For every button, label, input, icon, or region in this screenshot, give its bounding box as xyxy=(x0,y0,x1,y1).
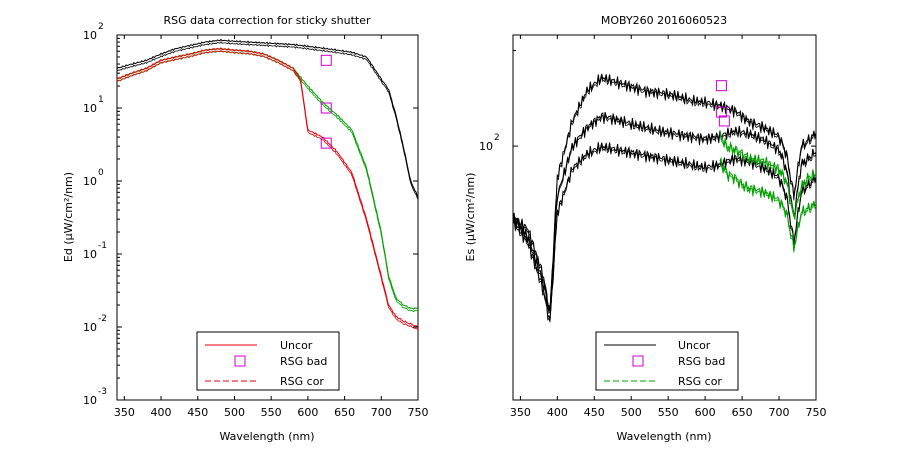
left-x-ticks: 350 400 450 500 550 600 650 700 750 xyxy=(114,35,429,419)
left-y-tick-label: 10 xyxy=(83,175,97,188)
right-x-tick-label: 600 xyxy=(695,406,716,419)
right-x-ticks: 350 400 450 500 550 600 650 700 750 xyxy=(510,35,827,419)
left-y-tick-label: 10 xyxy=(83,29,97,42)
left-chart: 350 400 450 500 550 600 650 700 750 10210110010-… xyxy=(62,14,429,443)
left-y-tick-exponent: 2 xyxy=(98,22,104,32)
right-legend-uncor-label: Uncor xyxy=(678,339,711,352)
left-markers-layer xyxy=(320,54,332,149)
right-x-tick-label: 650 xyxy=(732,406,753,419)
left-rsg-bad-marker-1 xyxy=(320,102,332,114)
left-series-layer xyxy=(117,38,418,330)
right-markers-layer xyxy=(715,80,730,127)
left-y-axis-label: Ed (µW/cm²/nm) xyxy=(62,172,75,262)
left-x-tick-label: 750 xyxy=(408,406,429,419)
left-y-tick-exponent: -2 xyxy=(98,314,107,324)
right-rsg-bad-marker-1 xyxy=(715,106,727,118)
left-y-tick-exponent: -3 xyxy=(98,387,107,397)
right-rsg-bad-marker-2 xyxy=(718,115,730,127)
left-legend-rsg-bad-label: RSG bad xyxy=(280,355,327,368)
left-rsg-bad-marker-0 xyxy=(320,54,332,66)
right-legend-rsg-bad-marker xyxy=(632,355,644,367)
right-series-layer xyxy=(513,73,816,323)
right-x-tick-label: 350 xyxy=(510,406,531,419)
left-series-line-0-pair xyxy=(117,41,418,200)
left-y-tick-label: 10 xyxy=(83,102,97,115)
left-y-tick-exponent: 0 xyxy=(98,168,104,178)
left-x-tick-label: 600 xyxy=(297,406,318,419)
right-chart-title: MOBY260 2016060523 xyxy=(601,14,727,27)
left-legend-box xyxy=(196,331,340,391)
right-x-axis-label: Wavelength (nm) xyxy=(616,430,711,443)
left-x-tick-label: 650 xyxy=(334,406,355,419)
right-x-tick-label: 500 xyxy=(621,406,642,419)
right-series-line-4-pair xyxy=(719,159,816,253)
left-y-tick-exponent: -1 xyxy=(98,241,107,251)
right-series-line-0-pair xyxy=(513,76,816,313)
right-series-line-2-pair xyxy=(513,144,816,323)
left-x-tick-label: 400 xyxy=(151,406,172,419)
right-y-axis-label: Es (µW/cm²/nm) xyxy=(464,173,477,262)
right-rsg-bad-marker-0 xyxy=(715,80,727,92)
left-legend: Uncor RSG bad RSG cor xyxy=(196,331,340,391)
left-series-line-2 xyxy=(117,47,418,328)
left-y-tick-label: 10 xyxy=(83,321,97,334)
right-chart: 350 400 450 500 550 600 650 700 750 102 MOBY260 … xyxy=(464,14,827,443)
right-x-tick-label: 400 xyxy=(547,406,568,419)
right-x-tick-label: 450 xyxy=(584,406,605,419)
left-rsg-bad-marker-2 xyxy=(320,137,332,149)
left-y-tick-label: 10 xyxy=(83,248,97,261)
right-legend-box xyxy=(595,331,739,391)
left-legend-rsg-cor-label: RSG cor xyxy=(280,375,324,388)
right-legend-rsg-cor-label: RSG cor xyxy=(678,375,722,388)
left-x-tick-label: 550 xyxy=(261,406,282,419)
right-x-tick-label: 550 xyxy=(658,406,679,419)
right-series-line-1-pair xyxy=(513,114,816,315)
left-x-tick-label: 500 xyxy=(224,406,245,419)
left-series-line-2-pair xyxy=(117,49,418,330)
right-y-tick-label: 10 xyxy=(479,140,493,153)
right-y-tick-exponent: 2 xyxy=(494,133,500,143)
left-x-tick-label: 350 xyxy=(114,406,135,419)
right-x-tick-label: 750 xyxy=(806,406,827,419)
left-x-axis-label: Wavelength (nm) xyxy=(219,430,314,443)
right-legend-rsg-bad-label: RSG bad xyxy=(678,355,725,368)
left-x-tick-label: 450 xyxy=(187,406,208,419)
right-legend: Uncor RSG bad RSG cor xyxy=(595,331,739,391)
left-chart-title: RSG data correction for sticky shutter xyxy=(163,14,371,27)
right-x-tick-label: 700 xyxy=(769,406,790,419)
left-legend-rsg-bad-marker xyxy=(234,355,246,367)
left-x-tick-label: 700 xyxy=(371,406,392,419)
left-y-tick-label: 10 xyxy=(83,394,97,407)
right-series-line-4 xyxy=(719,156,816,251)
left-y-tick-exponent: 1 xyxy=(98,95,104,105)
left-series-line-0 xyxy=(117,38,418,198)
left-legend-uncor-label: Uncor xyxy=(280,339,313,352)
right-y-ticks: 102 xyxy=(479,50,816,153)
right-series-line-3-pair xyxy=(719,132,816,220)
